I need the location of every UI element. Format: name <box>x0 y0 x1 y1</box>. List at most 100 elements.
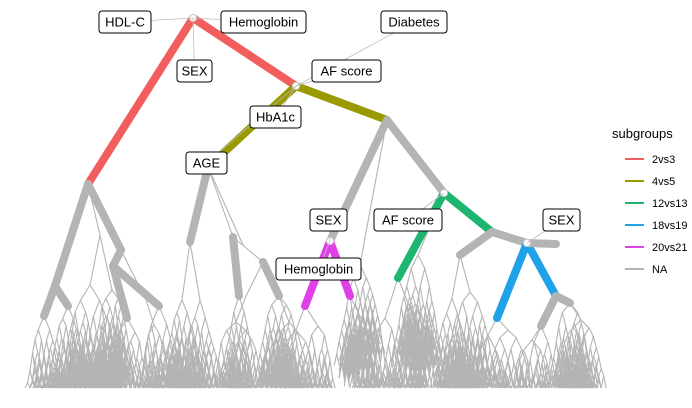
thin-branch <box>87 347 91 366</box>
thin-branch <box>82 312 87 323</box>
thin-branch <box>187 366 191 381</box>
thin-branch <box>24 381 29 389</box>
thin-branch <box>104 342 108 352</box>
thin-branch <box>364 294 369 304</box>
thin-branch <box>384 277 399 319</box>
thin-branch <box>177 370 182 381</box>
thin-branch <box>287 327 292 335</box>
thin-branch <box>58 318 64 327</box>
thin-branch <box>166 359 170 377</box>
thin-branch <box>131 379 136 389</box>
thin-branch <box>420 304 424 313</box>
thin-branch <box>87 331 91 348</box>
thin-branch <box>43 340 48 354</box>
thin-branch <box>69 378 74 387</box>
thin-branch <box>103 375 108 389</box>
thin-branch <box>451 254 461 299</box>
thin-branch <box>131 368 136 380</box>
thin-branch <box>48 374 53 384</box>
thin-branch <box>48 364 53 376</box>
thin-branch <box>92 300 101 317</box>
thin-branch <box>29 352 34 371</box>
thin-branch <box>185 338 189 346</box>
thin-branch <box>114 298 119 306</box>
thin-branch <box>79 300 87 313</box>
thin-branch <box>230 325 235 340</box>
thin-branch <box>106 368 111 376</box>
thin-branch <box>75 328 80 339</box>
thin-branch <box>183 326 187 339</box>
thin-branch <box>189 350 194 367</box>
thin-branch <box>168 332 173 344</box>
thin-branch <box>71 328 76 346</box>
thin-branch <box>127 362 132 379</box>
thin-branch <box>124 363 129 381</box>
thin-branch <box>166 342 170 351</box>
thin-branch <box>101 329 106 340</box>
thin-branch <box>207 166 234 238</box>
thin-branch <box>34 373 39 385</box>
thin-branch <box>198 363 202 383</box>
thin-branch <box>43 382 48 389</box>
thin-branch <box>101 298 107 308</box>
thin-branch <box>451 297 458 314</box>
thin-branch <box>149 376 154 388</box>
thin-branch <box>67 347 72 360</box>
thin-branch <box>69 361 74 378</box>
thin-branch <box>108 368 113 376</box>
thin-branch <box>47 359 51 372</box>
thin-branch <box>75 377 79 387</box>
thin-branch <box>122 343 127 353</box>
thin-branch <box>280 314 285 328</box>
thin-branch <box>80 355 84 370</box>
thin-branch <box>63 325 67 341</box>
thin-branch <box>180 370 184 381</box>
thin-branch <box>321 349 325 358</box>
thin-branch <box>89 331 94 348</box>
thin-branch <box>406 286 411 298</box>
thin-branch <box>156 359 161 378</box>
thin-branch <box>130 349 134 363</box>
thin-branch <box>77 343 81 361</box>
thin-branch <box>146 341 151 360</box>
thin-branch <box>34 378 39 389</box>
thin-branch <box>79 284 91 301</box>
thin-branch <box>127 366 132 381</box>
thin-branch <box>111 348 116 362</box>
thin-branch <box>106 375 111 389</box>
thin-branch <box>84 366 89 383</box>
thin-branch <box>177 380 182 389</box>
thin-branch <box>148 351 153 366</box>
thin-branch <box>323 334 329 350</box>
thin-branch <box>94 368 98 388</box>
thin-branch <box>79 340 84 359</box>
thin-branch <box>181 241 191 301</box>
thin-branch <box>168 384 173 389</box>
thin-branch <box>272 328 277 336</box>
thin-branch <box>132 349 137 363</box>
thin-branch <box>38 382 42 389</box>
thin-branch <box>46 374 50 384</box>
thin-branch <box>119 348 124 366</box>
thin-branch <box>122 328 127 344</box>
thin-branch <box>187 353 192 364</box>
thin-branch <box>139 369 144 381</box>
thin-branch <box>120 352 125 364</box>
thin-branch <box>77 331 81 341</box>
thin-branch <box>96 353 101 369</box>
thin-branch <box>398 306 402 325</box>
thin-branch <box>220 370 225 381</box>
thin-branch <box>362 286 366 302</box>
thin-branch <box>89 316 94 332</box>
thin-branch <box>120 343 125 353</box>
thin-branch <box>49 329 54 341</box>
thin-branch <box>146 367 151 385</box>
thin-branch <box>147 383 151 389</box>
thin-branch <box>79 383 84 389</box>
thin-branch <box>180 338 185 351</box>
thin-branch <box>35 357 40 376</box>
thin-branch <box>426 286 430 302</box>
thin-branch <box>141 382 146 389</box>
thin-branch <box>85 380 90 389</box>
